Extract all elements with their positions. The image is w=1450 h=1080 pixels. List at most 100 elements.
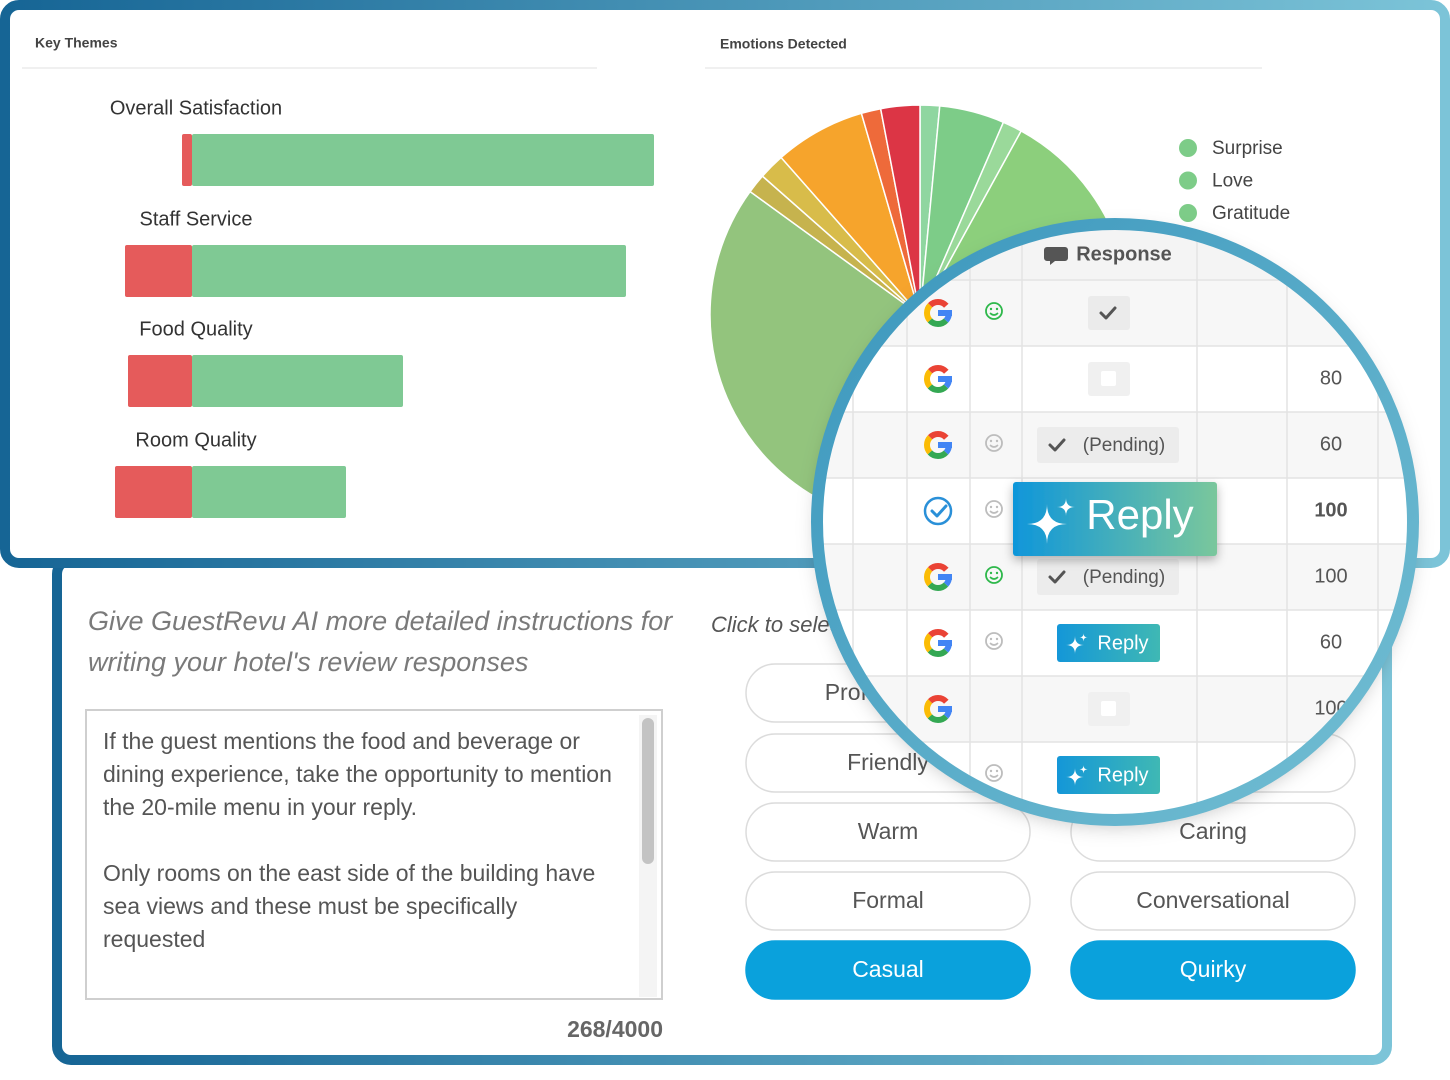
google-arc	[924, 365, 952, 393]
positive-bar	[192, 134, 654, 186]
score: 100	[1314, 499, 1347, 521]
google-arc	[924, 365, 952, 393]
google-bar	[938, 376, 952, 382]
legend-label: Surprise	[1212, 138, 1283, 159]
sentiment-mouth	[989, 510, 999, 514]
tone-label: Casual	[852, 956, 924, 982]
lens-overlay: Reply	[1013, 482, 1217, 556]
google-arc	[924, 299, 952, 327]
reply-button-large[interactable]	[1013, 482, 1217, 556]
google-bar	[938, 640, 952, 646]
tone-label: Warm	[858, 818, 918, 844]
legend-swatch	[1179, 171, 1197, 190]
tone-button[interactable]	[745, 871, 1031, 931]
pending-label: (Pending)	[1083, 435, 1165, 456]
sentiment-mouth	[989, 642, 999, 646]
google-bar	[938, 706, 952, 712]
pending-label: (Pending)	[1083, 567, 1165, 588]
legend-label: Gratitude	[1212, 203, 1290, 224]
sentiment-face	[985, 566, 1003, 584]
sparkle-icon	[1066, 765, 1088, 786]
check-icon	[930, 504, 948, 518]
tone-button[interactable]	[1070, 940, 1356, 1000]
tone-label: Conversational	[1136, 887, 1289, 913]
tone-button[interactable]	[745, 940, 1031, 1000]
sentiment-eye	[995, 307, 999, 311]
negative-bar	[182, 134, 192, 186]
positive-bar	[192, 355, 403, 407]
scroll-thumb[interactable]	[642, 718, 654, 864]
lens-ring	[811, 218, 1419, 826]
google-arc	[924, 563, 952, 591]
paragraph: Only rooms on the east side of the build…	[103, 860, 596, 952]
positive-bar	[192, 466, 346, 518]
magnifier: Response 80 (Pending) 60 100 (Pending) 100 Repl…	[811, 218, 1419, 826]
google-arc	[924, 629, 952, 657]
google-bar	[938, 310, 952, 316]
sparkle-icon	[1027, 498, 1075, 544]
score: 80	[1320, 367, 1342, 389]
pending-button[interactable]	[1037, 427, 1179, 463]
chat-icon	[923, 496, 953, 526]
tone-button[interactable]	[1070, 871, 1356, 931]
sentiment-mouth	[989, 576, 999, 580]
google-arc	[924, 299, 952, 327]
google-arc	[924, 431, 952, 459]
legend-swatch	[1179, 204, 1197, 222]
google-arc	[924, 431, 952, 459]
theme-label: Staff Service	[139, 208, 252, 230]
sentiment-eye	[995, 505, 999, 509]
paragraph: If the guest mentions the food and bever…	[103, 728, 612, 820]
positive-bar	[192, 245, 626, 297]
sentiment-face	[985, 500, 1003, 518]
score: 60	[1320, 631, 1342, 653]
sentiment-eye	[995, 439, 999, 443]
negative-bar	[128, 355, 192, 407]
tone-label: Formal	[852, 887, 924, 913]
reply-button[interactable]	[1057, 624, 1160, 662]
google-arc	[924, 695, 952, 723]
pending-button[interactable]	[1037, 559, 1179, 595]
instructions-textarea[interactable]: If the guest mentions the food and bever…	[85, 709, 663, 1000]
tone-button[interactable]	[745, 802, 1031, 862]
edit-icon	[1101, 701, 1116, 716]
pie-slice	[879, 104, 921, 316]
sentiment-face	[985, 434, 1003, 452]
google-arc	[924, 695, 952, 723]
google-arc	[924, 563, 952, 591]
theme-label: Food Quality	[139, 318, 252, 340]
instructions-heading: Give GuestRevu AI more detailed instruct…	[88, 606, 673, 677]
reply-button[interactable]	[1057, 756, 1160, 794]
google-arc	[924, 299, 952, 327]
tone-label: Friendly	[847, 749, 929, 775]
tone-label: Quirky	[1180, 956, 1247, 982]
tone-label: Caring	[1179, 818, 1247, 844]
negative-bar	[125, 245, 192, 297]
theme-label: Room Quality	[135, 429, 256, 451]
reply-label-large: Reply	[1086, 491, 1193, 538]
sentiment-eye	[995, 637, 999, 641]
google-arc	[924, 695, 952, 723]
section-title: Key Themes	[35, 35, 118, 51]
google-bar	[938, 442, 952, 448]
sentiment-mouth	[989, 312, 999, 316]
google-arc	[924, 365, 952, 393]
tone-prompt: Click to select	[711, 612, 848, 637]
reply-label: Reply	[1097, 632, 1148, 654]
theme-label: Overall Satisfaction	[110, 97, 282, 119]
score: 60	[1320, 433, 1342, 455]
check-icon	[1048, 570, 1066, 584]
sentiment-eye	[989, 637, 993, 641]
sentiment-mouth	[989, 444, 999, 448]
sentiment-eye	[989, 571, 993, 575]
check-icon	[1099, 306, 1117, 320]
scrollbar[interactable]	[639, 715, 657, 997]
textarea-content: If the guest mentions the food and bever…	[103, 725, 623, 989]
sentiment-eye	[995, 571, 999, 575]
legend-label: Love	[1212, 171, 1253, 192]
sentiment-eye	[989, 505, 993, 509]
sentiment-face	[985, 302, 1003, 320]
